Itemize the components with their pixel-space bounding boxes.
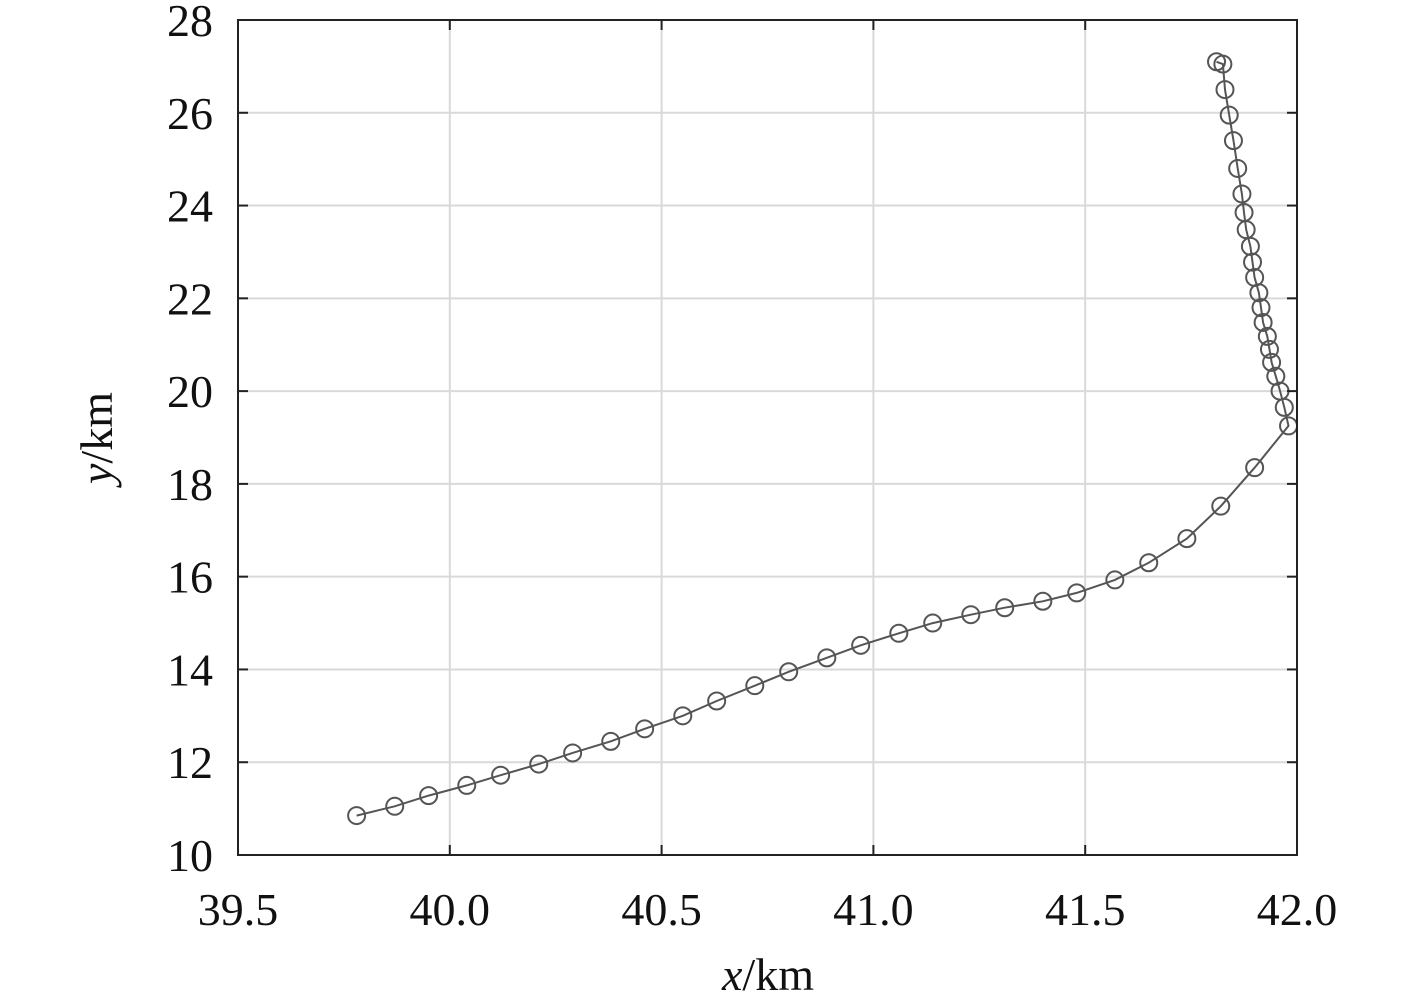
x-axis-variable: x xyxy=(721,949,743,996)
y-tick-label: 26 xyxy=(167,88,213,139)
trajectory-point xyxy=(673,706,693,726)
x-tick-label: 40.0 xyxy=(410,884,491,935)
trajectory-point xyxy=(457,775,477,795)
y-tick-label: 14 xyxy=(167,644,213,695)
y-tick-label: 16 xyxy=(167,552,213,603)
x-tick-label: 39.5 xyxy=(198,884,279,935)
trajectory-point xyxy=(707,691,727,711)
trajectory-point xyxy=(1219,105,1239,125)
x-tick-label: 42.0 xyxy=(1257,884,1338,935)
y-tick-labels: 10 12 14 16 18 20 22 24 26 28 xyxy=(167,0,213,881)
y-tick-label: 18 xyxy=(167,459,213,510)
x-tick-label: 41.5 xyxy=(1045,884,1126,935)
trajectory-point xyxy=(529,754,549,774)
y-axis-variable: y xyxy=(71,463,122,488)
x-axis-unit: /km xyxy=(742,949,814,996)
trajectory-point xyxy=(1266,366,1286,386)
x-axis-label: x/km xyxy=(721,949,814,996)
trajectory-point xyxy=(1139,553,1159,573)
trajectory-point xyxy=(1211,496,1231,516)
y-tick-label: 10 xyxy=(167,830,213,881)
trajectory-point xyxy=(347,806,367,826)
trajectory-point xyxy=(1253,312,1273,332)
x-tick-label: 40.5 xyxy=(621,884,702,935)
trajectory-point xyxy=(1257,326,1277,346)
trajectory-point xyxy=(385,796,405,816)
trajectory-point xyxy=(995,598,1015,618)
y-tick-label: 22 xyxy=(167,273,213,324)
trajectory-point xyxy=(601,731,621,751)
trajectory-point xyxy=(1207,52,1227,72)
trajectory-point xyxy=(779,662,799,682)
trajectory-point xyxy=(1228,158,1248,178)
trajectory-point xyxy=(1262,352,1282,372)
trajectory-point xyxy=(491,765,511,785)
y-axis-label: y/km xyxy=(71,392,122,488)
y-tick-label: 12 xyxy=(167,737,213,788)
y-tick-label: 28 xyxy=(167,0,213,46)
trajectory-point xyxy=(1245,267,1265,287)
trajectory-point xyxy=(1067,583,1087,603)
trajectory-point xyxy=(1232,184,1252,204)
trajectory-point xyxy=(961,605,981,625)
trajectory-point xyxy=(1245,458,1265,478)
trajectory-point xyxy=(1234,203,1254,223)
axis-ticks xyxy=(237,19,1298,856)
trajectory-point xyxy=(1177,529,1197,549)
grid-lines xyxy=(237,19,1298,856)
plot-frame xyxy=(237,19,1298,856)
trajectory-line xyxy=(356,60,1290,817)
trajectory-point xyxy=(817,648,837,668)
y-tick-label: 20 xyxy=(167,366,213,417)
x-tick-label: 41.0 xyxy=(833,884,914,935)
y-tick-label: 24 xyxy=(167,181,213,232)
trajectory-point xyxy=(923,613,943,633)
trajectory-point xyxy=(563,743,583,763)
trajectory-point xyxy=(635,719,655,739)
trajectory-point xyxy=(1105,570,1125,590)
trajectory-point xyxy=(1033,591,1053,611)
trajectory-point xyxy=(851,635,871,655)
trajectory-point xyxy=(1251,298,1271,318)
trajectory-series xyxy=(347,52,1299,826)
x-tick-labels: 39.5 40.0 40.5 41.0 41.5 42.0 xyxy=(198,884,1338,935)
trajectory-point xyxy=(419,786,439,806)
trajectory-point xyxy=(745,676,765,696)
trajectory-point xyxy=(1215,80,1235,100)
trajectory-point xyxy=(1259,339,1279,359)
trajectory-point xyxy=(889,623,909,643)
y-axis-unit: /km xyxy=(71,392,122,464)
trajectory-point xyxy=(1223,131,1243,151)
